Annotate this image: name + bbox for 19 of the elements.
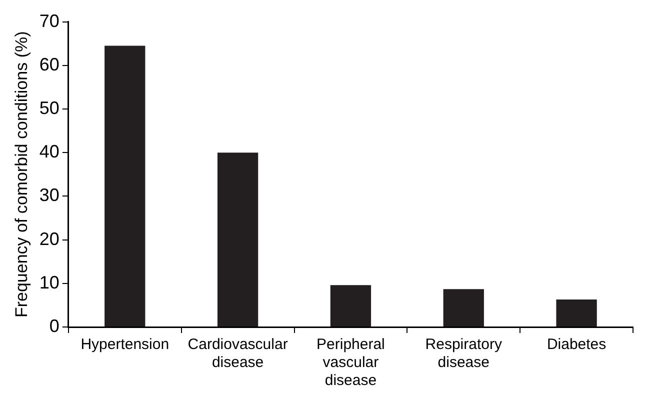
x-tick-label: Diabetes	[546, 336, 606, 354]
bar	[330, 285, 372, 326]
y-tick-label: 60	[39, 54, 60, 74]
x-tick-label: Respiratory disease	[425, 336, 502, 372]
bar	[556, 300, 597, 326]
x-tick-label: Cardiovascular disease	[188, 336, 288, 372]
y-tick-label: 70	[39, 10, 60, 31]
y-tick-label: 50	[39, 98, 60, 118]
y-tick-label: 20	[39, 228, 60, 249]
bar	[443, 289, 484, 326]
y-tick-label: 10	[39, 272, 60, 292]
bar	[217, 152, 258, 326]
y-tick-label: 30	[39, 185, 60, 206]
x-tick-label: Hypertension	[80, 336, 170, 354]
y-axis-title: Frequency of comorbid conditions (%)	[12, 31, 31, 318]
y-tick-label: 40	[39, 142, 60, 162]
y-tick-label: 0	[49, 316, 60, 336]
x-tick-label: Peripheral vascular disease	[316, 336, 385, 390]
bar	[104, 46, 146, 326]
